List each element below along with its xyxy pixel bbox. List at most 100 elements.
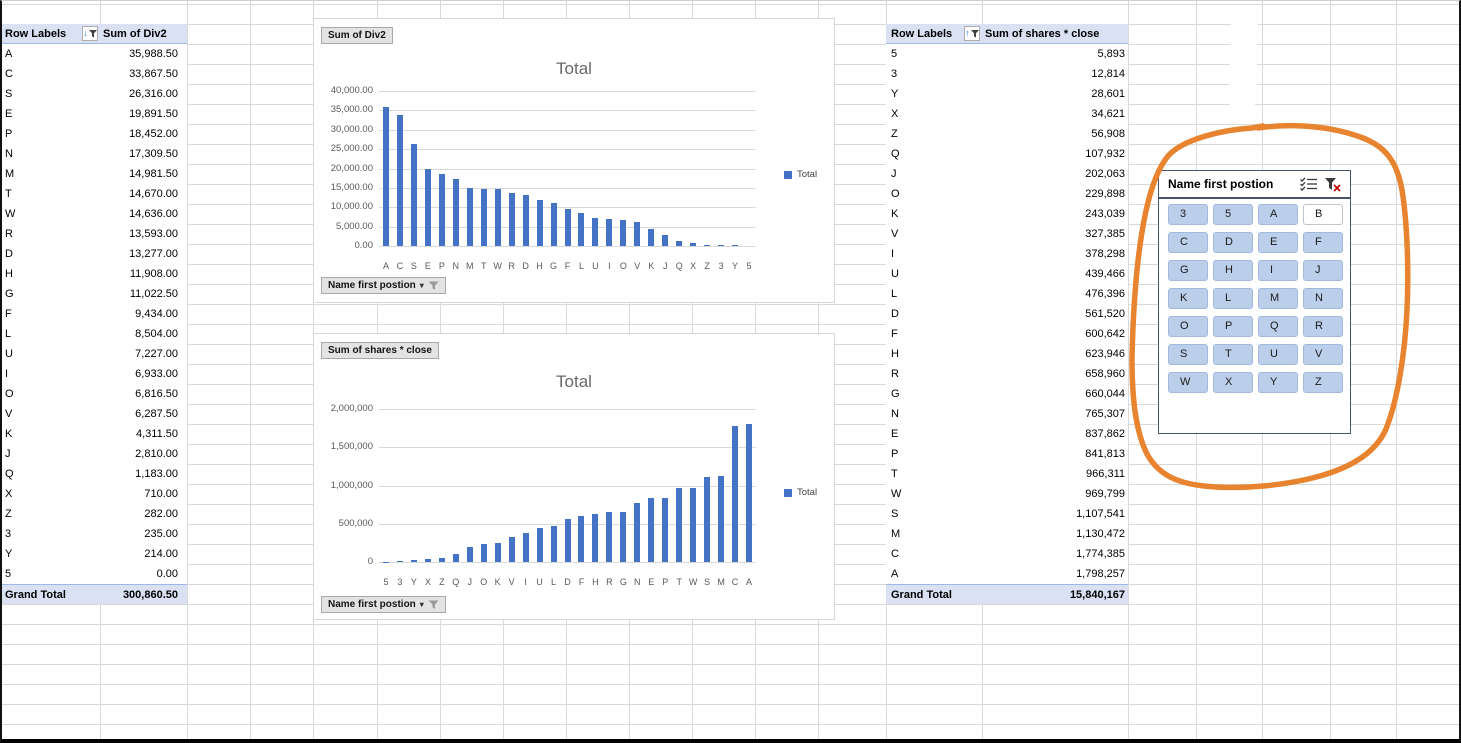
- slicer-item-B[interactable]: B: [1303, 204, 1343, 225]
- slicer-item-K[interactable]: K: [1168, 288, 1208, 309]
- bar: [438, 174, 445, 246]
- pivot-row: D 13,277.00: [0, 244, 187, 264]
- pivot-row: C 33,867.50: [0, 64, 187, 84]
- bar: [410, 559, 417, 562]
- slicer-item-Q[interactable]: Q: [1258, 316, 1298, 337]
- slicer-item-F[interactable]: F: [1303, 232, 1343, 253]
- slicer-item-P[interactable]: P: [1213, 316, 1253, 337]
- pivot-row: U 7,227.00: [0, 344, 187, 364]
- sheet-gridline-horizontal: [0, 324, 1461, 325]
- slicer-item-D[interactable]: D: [1213, 232, 1253, 253]
- x-axis-tick-label: W: [688, 577, 698, 587]
- pivot-row: 5 0.00: [0, 564, 187, 584]
- bar: [578, 516, 585, 562]
- bar: [634, 503, 641, 562]
- pivot-row: P 841,813: [886, 444, 1128, 464]
- slicer-item-T[interactable]: T: [1213, 344, 1253, 365]
- slicer-item-E[interactable]: E: [1258, 232, 1298, 253]
- slicer-item-W[interactable]: W: [1168, 372, 1208, 393]
- pivot-row-value: 14,636.00: [129, 208, 178, 220]
- bar: [522, 194, 529, 246]
- slicer-item-L[interactable]: L: [1213, 288, 1253, 309]
- pivot-row: N 17,309.50: [0, 144, 187, 164]
- axis-field-filter-button[interactable]: Name first postion ▾: [321, 596, 446, 613]
- bar: [396, 561, 403, 562]
- chart-gridline: [379, 168, 756, 170]
- pivot-row-value: 7,227.00: [135, 348, 178, 360]
- pivot-row-value: 969,799: [1085, 488, 1125, 500]
- sheet-gridline-vertical: [250, 0, 251, 743]
- legend-marker: [784, 488, 792, 497]
- slicer-item-Y[interactable]: Y: [1258, 372, 1298, 393]
- value-field-button[interactable]: Sum of Div2: [321, 27, 393, 44]
- x-axis-tick-label: Y: [732, 261, 739, 271]
- pivot-row-value: 6,933.00: [135, 368, 178, 380]
- pivot-row-label: F: [5, 308, 12, 320]
- slicer-item-5[interactable]: 5: [1213, 204, 1253, 225]
- pivot-row-label: W: [5, 208, 16, 220]
- pivot-row-label: Z: [891, 128, 898, 140]
- slicer-item-A[interactable]: A: [1258, 204, 1298, 225]
- slicer-item-U[interactable]: U: [1258, 344, 1298, 365]
- bar: [480, 544, 487, 562]
- value-field-button[interactable]: Sum of shares * close: [321, 342, 439, 359]
- chart-gridline: [379, 187, 756, 189]
- sheet-gridline-horizontal: [0, 684, 1461, 685]
- slicer-header: Name first postion: [1159, 171, 1350, 199]
- pivot-row-label: S: [5, 88, 13, 100]
- slicer-item-M[interactable]: M: [1258, 288, 1298, 309]
- slicer-item-V[interactable]: V: [1303, 344, 1343, 365]
- pivot-row-value: 378,298: [1085, 248, 1125, 260]
- pivot-row-value: 439,466: [1085, 268, 1125, 280]
- pivot-row-value: 11,908.00: [129, 268, 178, 280]
- pivot-chart-sum-of-div2[interactable]: Total Sum of Div2 40,000.00 35,000.00 30,000…: [313, 18, 835, 303]
- pivot-row-label: U: [891, 268, 899, 280]
- pivot-row-value: 11,022.50: [129, 288, 178, 300]
- x-axis-tick-label: S: [704, 577, 711, 587]
- chart-legend: Total: [784, 487, 817, 498]
- pivot-row-value: 8,504.00: [135, 328, 178, 340]
- bar: [466, 546, 473, 562]
- pivot-row: 5 5,893: [886, 44, 1128, 64]
- row-labels-sort-filter-button[interactable]: ↓: [82, 26, 98, 41]
- slicer-item-R[interactable]: R: [1303, 316, 1343, 337]
- pivot-row-value: 765,307: [1085, 408, 1125, 420]
- pivot-row: I 378,298: [886, 244, 1128, 264]
- chart-gridline: [379, 129, 756, 131]
- slicer-item-J[interactable]: J: [1303, 260, 1343, 281]
- y-axis-tick-label: 1,000,000: [330, 479, 373, 491]
- slicer-item-Z[interactable]: Z: [1303, 372, 1343, 393]
- bar: [732, 245, 739, 246]
- x-axis-tick-label: C: [396, 261, 404, 271]
- pivot-row: G 660,044: [886, 384, 1128, 404]
- clear-filter-icon[interactable]: [1321, 177, 1344, 192]
- pivot-row-label: D: [5, 248, 13, 260]
- x-axis-tick-label: N: [452, 261, 460, 271]
- axis-field-filter-button[interactable]: Name first postion ▾: [321, 277, 446, 294]
- slicer-item-O[interactable]: O: [1168, 316, 1208, 337]
- pivot-row-value: 243,039: [1085, 208, 1125, 220]
- pivot-row: V 6,287.50: [0, 404, 187, 424]
- pivot-chart-sum-of-shares-close[interactable]: Total Sum of shares * close 2,000,000 1,500…: [313, 333, 835, 620]
- bar: [410, 144, 417, 246]
- slicer-item-S[interactable]: S: [1168, 344, 1208, 365]
- multi-select-icon[interactable]: [1296, 177, 1321, 191]
- slicer-item-I[interactable]: I: [1258, 260, 1298, 281]
- slicer-item-N[interactable]: N: [1303, 288, 1343, 309]
- pivot-row-value: 2,810.00: [135, 448, 178, 460]
- slicer-item-H[interactable]: H: [1213, 260, 1253, 281]
- x-axis-tick-label: E: [424, 261, 431, 271]
- pivot-row: H 11,908.00: [0, 264, 187, 284]
- slicer-item-3[interactable]: 3: [1168, 204, 1208, 225]
- y-axis-tick-label: 35,000.00: [330, 104, 373, 116]
- pivot-row-value: 35,988.50: [129, 48, 178, 60]
- row-labels-sort-filter-button[interactable]: ↑: [964, 26, 980, 41]
- slicer-item-G[interactable]: G: [1168, 260, 1208, 281]
- pivot-row-value: 282.00: [144, 508, 178, 520]
- x-axis-tick-label: X: [690, 261, 697, 271]
- pivot-row: L 476,396: [886, 284, 1128, 304]
- slicer-item-C[interactable]: C: [1168, 232, 1208, 253]
- pivot-row-label: V: [5, 408, 13, 420]
- y-axis-tick-label: 25,000.00: [330, 143, 373, 155]
- slicer-item-X[interactable]: X: [1213, 372, 1253, 393]
